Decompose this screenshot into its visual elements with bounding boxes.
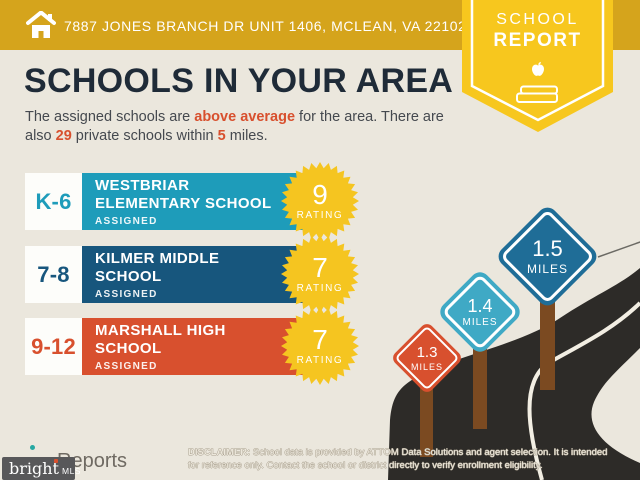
intro-text-part: for the area. There are (295, 109, 444, 125)
school-name-line: KILMER MIDDLE (95, 249, 220, 267)
sign-post-1-5 (540, 302, 555, 390)
home-icon (26, 11, 56, 38)
rating-text: 9 RATING (280, 161, 360, 241)
distance-sign-1-4: 1.4 MILES (436, 268, 524, 356)
rating-starburst (281, 162, 359, 240)
sign-text: 1.5 MILES (510, 219, 585, 294)
sign-text: 1.3 MILES (401, 332, 453, 384)
rating-starburst (281, 235, 359, 313)
road-surface (388, 268, 640, 480)
school-name-line: MARSHALL HIGH (95, 321, 226, 339)
intro-text-part: private schools within (71, 128, 218, 144)
school-row-high: 9-12 MARSHALL HIGH SCHOOL ASSIGNED 7 RAT… (25, 307, 365, 385)
sign-distance: 1.5 (532, 235, 563, 261)
intro-line-2: also 29 private schools within 5 miles. (25, 127, 455, 146)
sign-wire-line (597, 241, 640, 258)
book-icon (515, 85, 558, 103)
intro-text: The assigned schools are above average f… (25, 108, 455, 146)
grade-range: 7-8 (25, 246, 82, 303)
rating-value: 9 (312, 178, 328, 210)
apple-icon (531, 61, 544, 76)
school-name-line: SCHOOL (95, 267, 162, 285)
distance-sign-1-3: 1.3 MILES (390, 321, 464, 395)
logo-bright-text: bright (9, 458, 59, 478)
sign-distance: 1.3 (416, 343, 438, 361)
disclaimer-line-2: for reference only. Contact the school o… (188, 459, 640, 472)
sign-post-1-3 (420, 385, 433, 457)
disclaimer: DISCLAIMER: School data is provided by A… (188, 446, 640, 472)
logo-mls-text: MLS (61, 466, 81, 476)
intro-text-part: miles. (225, 128, 268, 144)
rating-value: 7 (312, 251, 328, 283)
disclaimer-text: School data is provided by ATTOM Data So… (250, 447, 608, 458)
school-row-elementary: K-6 WESTBRIAR ELEMENTARY SCHOOL ASSIGNED… (25, 162, 365, 240)
disclaimer-text: for reference only. Contact the school o… (188, 460, 543, 471)
disclaimer-line-1: DISCLAIMER: School data is provided by A… (188, 446, 640, 459)
rating-starburst (281, 307, 359, 385)
sign-unit: MILES (526, 261, 568, 276)
school-bar: KILMER MIDDLE SCHOOL ASSIGNED (82, 246, 307, 303)
logo-teal-dot (30, 445, 35, 450)
disclaimer-label: DISCLAIMER: (188, 447, 251, 458)
property-address: 7887 JONES BRANCH DR UNIT 1406, MCLEAN, … (64, 18, 467, 34)
badge-title-report: REPORT (493, 30, 582, 51)
rating-value: 7 (312, 323, 328, 355)
school-name-line: WESTBRIAR (95, 176, 190, 194)
rating-label: RATING (296, 354, 344, 366)
badge-content: SCHOOL REPORT (462, 0, 613, 110)
sign-text: 1.4 MILES (449, 281, 511, 343)
intro-text-part: The assigned schools are (25, 109, 195, 125)
brightmls-logo: bright MLS (2, 457, 80, 480)
sign-unit: MILES (462, 316, 498, 328)
grade-range: K-6 (25, 173, 82, 230)
intro-highlight-above-average: above average (194, 109, 296, 125)
distance-sign-1-5: 1.5 MILES (494, 203, 601, 310)
school-bar: WESTBRIAR ELEMENTARY SCHOOL ASSIGNED (82, 173, 312, 230)
assigned-label: ASSIGNED (95, 288, 158, 300)
rating-label: RATING (296, 209, 344, 221)
logo-accent (54, 459, 58, 463)
grade-range: 9-12 (25, 318, 82, 375)
badge-inner-outline (470, 0, 605, 122)
assigned-label: ASSIGNED (95, 360, 158, 372)
sign-post-1-4 (473, 347, 487, 429)
badge-title-school: SCHOOL (496, 11, 579, 28)
school-row-middle: 7-8 KILMER MIDDLE SCHOOL ASSIGNED 7 RATI… (25, 235, 365, 313)
school-name-line: ELEMENTARY SCHOOL (95, 194, 272, 212)
intro-highlight-miles: 5 (217, 128, 226, 144)
sign-unit: MILES (410, 361, 443, 372)
page-title: SCHOOLS IN YOUR AREA (24, 62, 454, 100)
intro-highlight-count: 29 (55, 128, 72, 144)
school-name-line: SCHOOL (95, 339, 162, 357)
school-bar: MARSHALL HIGH SCHOOL ASSIGNED (82, 318, 305, 375)
sign-distance: 1.4 (467, 295, 493, 316)
intro-line-1: The assigned schools are above average f… (25, 108, 455, 127)
rating-text: 7 RATING (280, 234, 360, 314)
assigned-label: ASSIGNED (95, 215, 158, 227)
rating-text: 7 RATING (280, 306, 360, 386)
rating-label: RATING (296, 282, 344, 294)
intro-text-part: also (25, 128, 56, 144)
